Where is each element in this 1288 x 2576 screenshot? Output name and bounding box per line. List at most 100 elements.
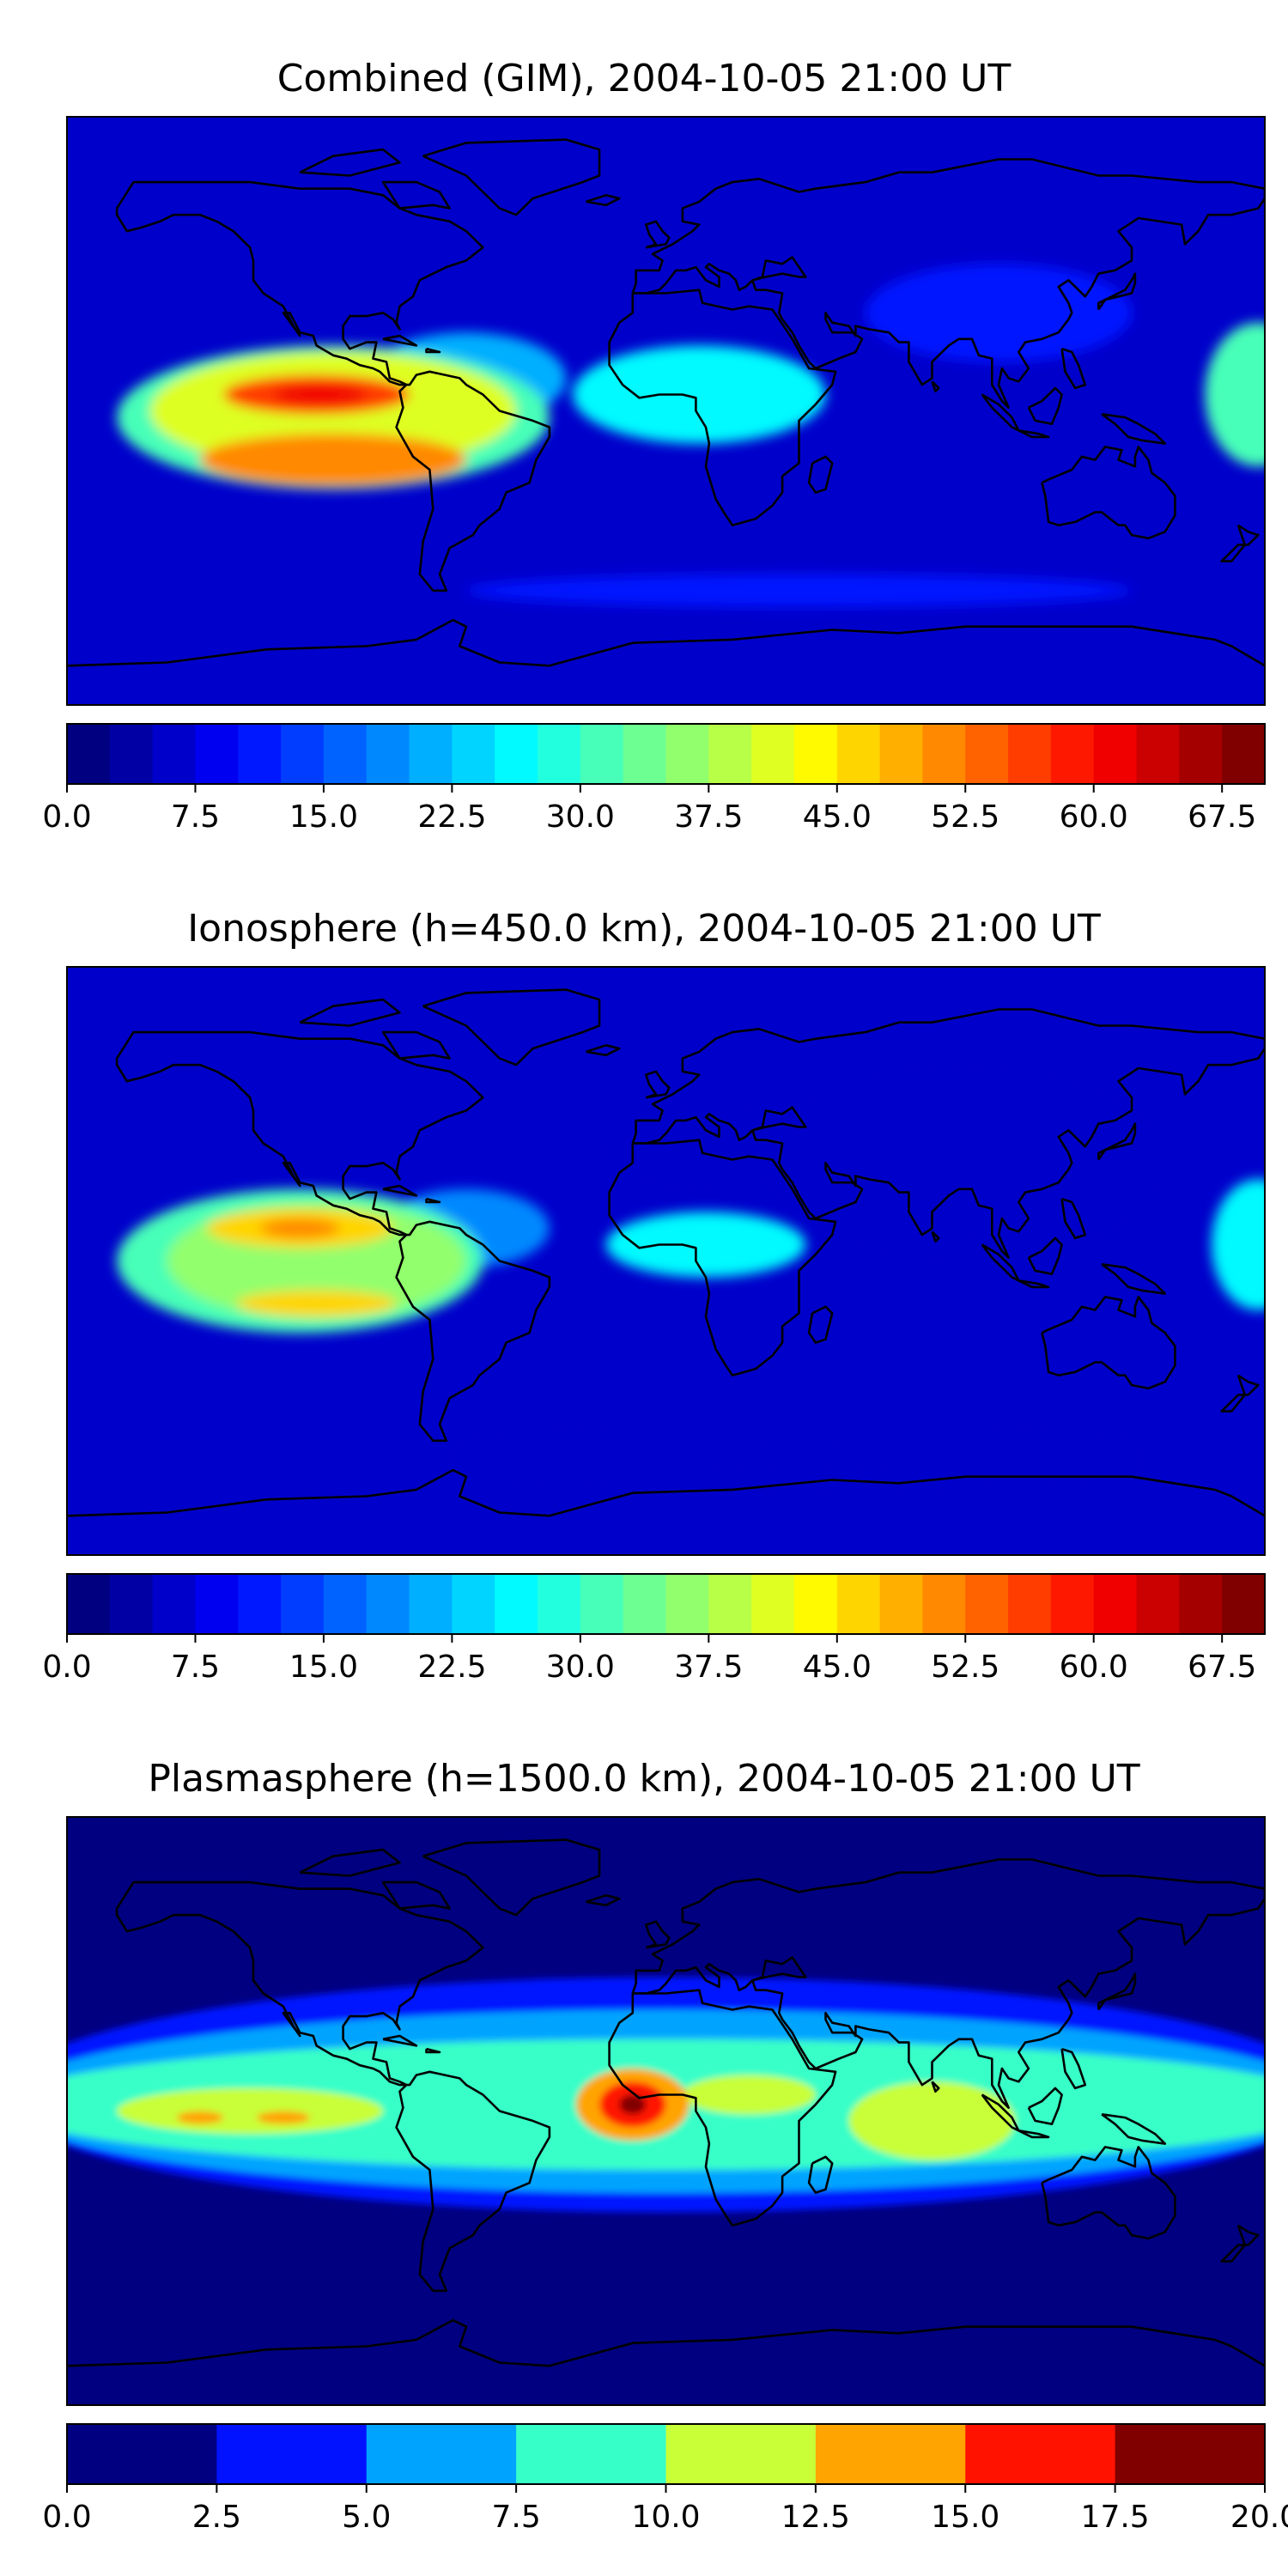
coastline xyxy=(1018,1279,1050,1289)
colorbar-segment xyxy=(1093,724,1138,784)
coastline xyxy=(645,1070,671,1099)
colorbar-segment xyxy=(538,1574,581,1634)
colorbar-tick-label: 52.5 xyxy=(931,799,999,835)
colorbar-frame xyxy=(66,1573,1266,1635)
coastline xyxy=(1018,429,1050,439)
coastline xyxy=(382,334,418,347)
coastline xyxy=(67,1468,1265,1517)
colorbar-segment xyxy=(1136,1574,1180,1634)
coastline xyxy=(67,2318,1265,2367)
field-contour xyxy=(259,1218,340,1238)
colorbar-segment xyxy=(409,724,453,784)
colorbar-tick-label: 22.5 xyxy=(417,1649,486,1685)
colorbar-segment xyxy=(366,2424,517,2484)
map-ionosphere xyxy=(66,966,1266,1556)
coastline xyxy=(1220,524,1260,562)
colorbar-tick-label: 15.0 xyxy=(289,799,358,835)
colorbar-segment xyxy=(623,1574,667,1634)
colorbar-segment xyxy=(793,1574,838,1634)
map-field xyxy=(67,1817,1265,2405)
coastline xyxy=(631,158,1265,409)
colorbar-segment xyxy=(879,724,924,784)
colorbar-segment xyxy=(922,724,966,784)
coastline xyxy=(645,1920,671,1949)
colorbar-segment xyxy=(67,724,111,784)
coastline xyxy=(608,1989,837,2227)
colorbar-ionosphere: 0.0 7.5 15.0 22.5 30.0 37.5 45.0 52.5 60.0 67.5 xyxy=(42,1573,1266,1685)
field-contour xyxy=(466,1437,1132,1477)
map-field xyxy=(67,967,1265,1555)
coastline xyxy=(67,618,1265,667)
map-plasmasphere xyxy=(66,1816,1266,2406)
field-contour xyxy=(682,2075,816,2115)
coastline xyxy=(299,1848,401,1877)
colorbar-segment xyxy=(1050,1574,1095,1634)
colorbar-segment xyxy=(366,1574,410,1634)
colorbar-segment xyxy=(751,1574,795,1634)
colorbar-segment xyxy=(922,1574,966,1634)
colorbar-tick-label: 22.5 xyxy=(417,799,486,835)
field-contour xyxy=(605,1212,806,1278)
colorbar-tick-label: 45.0 xyxy=(803,1649,872,1685)
colorbar-segment xyxy=(1008,724,1052,784)
colorbar-tick-label: 37.5 xyxy=(674,799,743,835)
colorbar-tick-label: 0.0 xyxy=(42,1649,91,1685)
field-contour xyxy=(1205,322,1265,467)
coastline xyxy=(631,1008,1265,1259)
coastline xyxy=(931,2081,940,2093)
colorbar-segment xyxy=(109,1574,154,1634)
colorbar-tick-label: 15.0 xyxy=(931,2500,999,2535)
panel1-title: Combined (GIM), 2004-10-05 21:00 UT xyxy=(276,57,1012,100)
colorbar-tick-label: 12.5 xyxy=(781,2500,850,2535)
coastline xyxy=(931,380,940,392)
colorbar-segment xyxy=(708,1574,752,1634)
coastline xyxy=(1101,413,1167,445)
colorbar-segment xyxy=(751,724,795,784)
coastline xyxy=(608,1139,837,1376)
field-contour xyxy=(866,264,1132,362)
colorbar-segment xyxy=(495,1574,538,1634)
coastline xyxy=(631,1858,1265,2109)
colorbar-segment xyxy=(67,2424,217,2484)
coastline xyxy=(608,289,837,526)
colorbar-segment xyxy=(965,1574,1009,1634)
map-frame xyxy=(66,116,1266,706)
colorbar-segment xyxy=(152,724,197,784)
colorbar-segment xyxy=(152,1574,197,1634)
colorbar-segment xyxy=(238,1574,282,1634)
coastline xyxy=(807,2155,834,2194)
colorbar-segment xyxy=(623,724,667,784)
colorbar-segment xyxy=(836,1574,881,1634)
coastline xyxy=(1101,1263,1167,1295)
coastline xyxy=(115,1030,551,1443)
colorbar-segment xyxy=(495,724,538,784)
colorbar-tick-label: 30.0 xyxy=(546,799,615,835)
field-contour xyxy=(256,2111,310,2124)
colorbar-combined-gim: 0.0 7.5 15.0 22.5 30.0 37.5 45.0 52.5 60.0 67.5 xyxy=(42,723,1266,835)
panel3-title: Plasmasphere (h=1500.0 km), 2004-10-05 2… xyxy=(148,1757,1140,1801)
coastline xyxy=(1041,2146,1176,2240)
field-contour xyxy=(117,2087,384,2135)
coastline xyxy=(299,148,401,177)
colorbar-segment xyxy=(1222,1574,1266,1634)
coastline xyxy=(645,220,671,249)
colorbar-segment xyxy=(1008,1574,1052,1634)
colorbar-segment xyxy=(708,724,752,784)
colorbar-tick-label: 52.5 xyxy=(931,1649,999,1685)
colorbar-tick-label: 60.0 xyxy=(1060,1649,1128,1685)
coastline xyxy=(1027,1236,1063,1275)
coastline xyxy=(382,1184,418,1197)
colorbar-tick-label: 15.0 xyxy=(289,1649,358,1685)
field-contour xyxy=(176,2111,224,2124)
coastline xyxy=(586,1894,621,1907)
coastline xyxy=(931,1230,940,1242)
colorbar-segment xyxy=(452,1574,495,1634)
coastline xyxy=(425,1197,441,1204)
colorbar-tick-label: 67.5 xyxy=(1188,1649,1256,1685)
colorbar-segment xyxy=(67,1574,111,1634)
colorbar-segment xyxy=(409,1574,453,1634)
coastline xyxy=(299,998,401,1027)
colorbar-segment xyxy=(323,724,368,784)
field-contour xyxy=(619,2094,647,2115)
colorbar-segment xyxy=(1093,1574,1138,1634)
